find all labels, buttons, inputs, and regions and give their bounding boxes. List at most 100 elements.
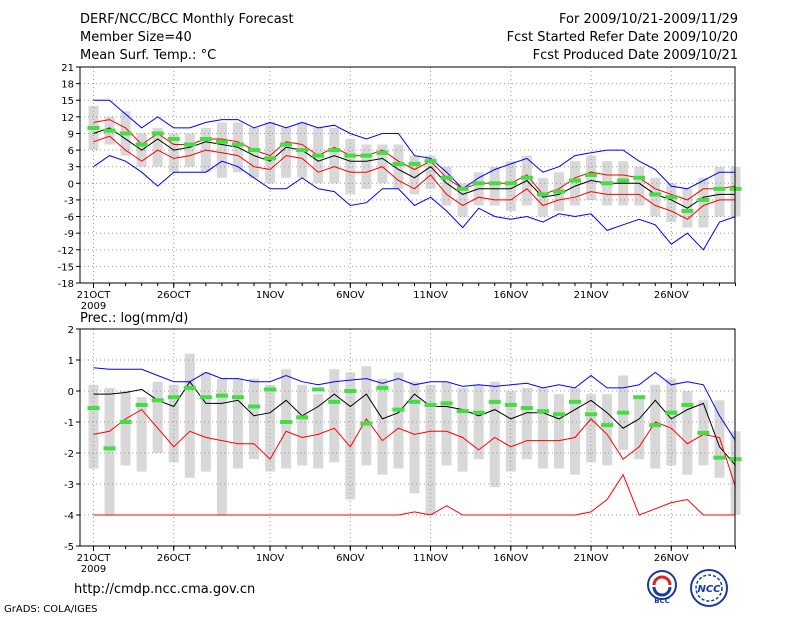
precip-ensemble-marker [376, 385, 389, 390]
temperature-range-box [441, 166, 452, 206]
temperature-range-box [409, 155, 420, 195]
precip-ytick-label: 1 [68, 356, 74, 367]
temperature-ensemble-marker [408, 161, 421, 166]
temperature-range-box [249, 127, 259, 178]
precip-range-box [265, 384, 276, 472]
temperature-ensemble-marker [681, 209, 694, 213]
precip-ensemble-marker [424, 402, 437, 407]
precip-range-box [152, 381, 163, 453]
precip-range-box [136, 397, 147, 472]
temperature-ensemble-marker [376, 150, 389, 155]
precip-range-box [313, 394, 324, 469]
temperature-xtick-year: 2009 [81, 301, 106, 312]
ncc-logo: NCC [690, 569, 728, 607]
temperature-xtick-label: 26OCT [157, 290, 192, 301]
precip-ensemble-marker [280, 420, 293, 424]
precip-ensemble-marker [617, 410, 630, 415]
precip-range-box [200, 372, 211, 472]
temperature-ensemble-marker [199, 137, 212, 141]
precip-ensemble-marker [504, 402, 517, 407]
temperature-ensemble-marker [328, 148, 341, 153]
precip-xtick-label: 6NOV [336, 553, 365, 564]
precip-ensemble-marker [552, 412, 565, 417]
precip-series-floor [93, 473, 736, 516]
precip-xtick-label: 16NOV [493, 553, 528, 564]
variable-label: Mean Surf. Temp.: °C [80, 48, 217, 63]
temperature-xtick-label: 21OCT [77, 290, 112, 301]
precip-range-box [377, 378, 388, 475]
temperature-range-box [345, 139, 356, 195]
temperature-ensemble-marker [617, 178, 630, 183]
temperature-range-box [570, 161, 580, 206]
temperature-ytick-label: -6 [64, 213, 74, 224]
temperature-ytick-label: -15 [58, 262, 74, 273]
temperature-frame [79, 66, 736, 284]
temperature-ensemble-marker [119, 131, 132, 136]
source-url[interactable]: http://cmdp.ncc.cma.gov.cn [74, 582, 256, 597]
precip-ensemble-marker [649, 423, 662, 428]
precip-range-box [602, 394, 613, 466]
temperature-ensemble-marker [569, 178, 581, 183]
grads-credit: GrADS: COLA/IGES [4, 604, 98, 615]
temperature-ytick-label: -12 [58, 246, 74, 257]
precip-range-box [168, 384, 179, 463]
temperature-series-min [93, 155, 736, 251]
temperature-ensemble-marker [103, 128, 116, 133]
precip-ensemble-marker [681, 402, 694, 407]
temperature-ensemble-marker [472, 181, 485, 186]
temperature-ensemble-marker [151, 131, 164, 136]
temperature-ensemble-marker [504, 181, 517, 186]
precip-series-low [93, 408, 736, 488]
precip-ensemble-marker [264, 387, 277, 392]
temperature-ensemble-marker [601, 181, 614, 186]
precip-range-box [441, 381, 452, 466]
precip-ensemble-marker [472, 410, 485, 415]
temperature-ytick-label: 3 [68, 163, 74, 174]
precip-ytick-label: -3 [64, 480, 74, 491]
precip-ensemble-marker [488, 399, 501, 404]
temperature-ensemble-marker [536, 192, 549, 197]
temperature-range-box [489, 166, 500, 206]
precip-range-box [104, 387, 115, 515]
precip-xtick-label: 11NOV [413, 553, 448, 564]
precip-ensemble-marker [408, 399, 421, 404]
precip-ensemble-marker [151, 398, 164, 403]
precip-range-box [281, 369, 292, 469]
temperature-range-box [377, 144, 388, 184]
precip-ytick-label: 2 [68, 325, 74, 336]
precip-ensemble-marker [248, 404, 260, 409]
precip-frame [79, 328, 736, 547]
precip-range-box [393, 372, 404, 469]
temperature-range-box [281, 127, 292, 178]
precip-range-box [232, 378, 243, 469]
precip-ensemble-marker [440, 401, 453, 406]
temperature-range-box [361, 144, 372, 189]
precip-range-box [297, 384, 308, 466]
precip-ensemble-marker [344, 389, 357, 393]
temperature-range-box [152, 127, 163, 167]
temperature-ensemble-marker [167, 137, 180, 141]
temperature-range-box [586, 155, 597, 200]
precip-range-box [216, 378, 227, 515]
temperature-ensemble-marker [424, 159, 437, 164]
temperature-ytick-label: 18 [61, 80, 74, 91]
forecast-start-date: Fcst Started Refer Date 2009/10/20 [506, 30, 738, 45]
precip-range-box [714, 400, 725, 478]
precip-xtick-label: 26NOV [654, 553, 689, 564]
member-size-label: Member Size=40 [80, 30, 192, 45]
forecast-produced-date: Fcst Produced Date 2009/10/21 [532, 48, 738, 63]
ncc-logo-text: NCC [697, 584, 721, 595]
temperature-xtick-label: 11NOV [413, 290, 448, 301]
temperature-ensemble-marker [248, 148, 260, 153]
temperature-range-box [425, 155, 436, 189]
precip-title: Prec.: log(mm/d) [80, 311, 188, 326]
temperature-ensemble-marker [488, 181, 501, 186]
precip-range-box [521, 387, 532, 460]
temperature-ensemble-marker [697, 197, 710, 202]
temperature-ytick-label: 0 [68, 179, 74, 190]
precip-ensemble-marker [536, 409, 549, 414]
temperature-ytick-label: 15 [61, 96, 74, 107]
temperature-range-box [393, 144, 404, 189]
